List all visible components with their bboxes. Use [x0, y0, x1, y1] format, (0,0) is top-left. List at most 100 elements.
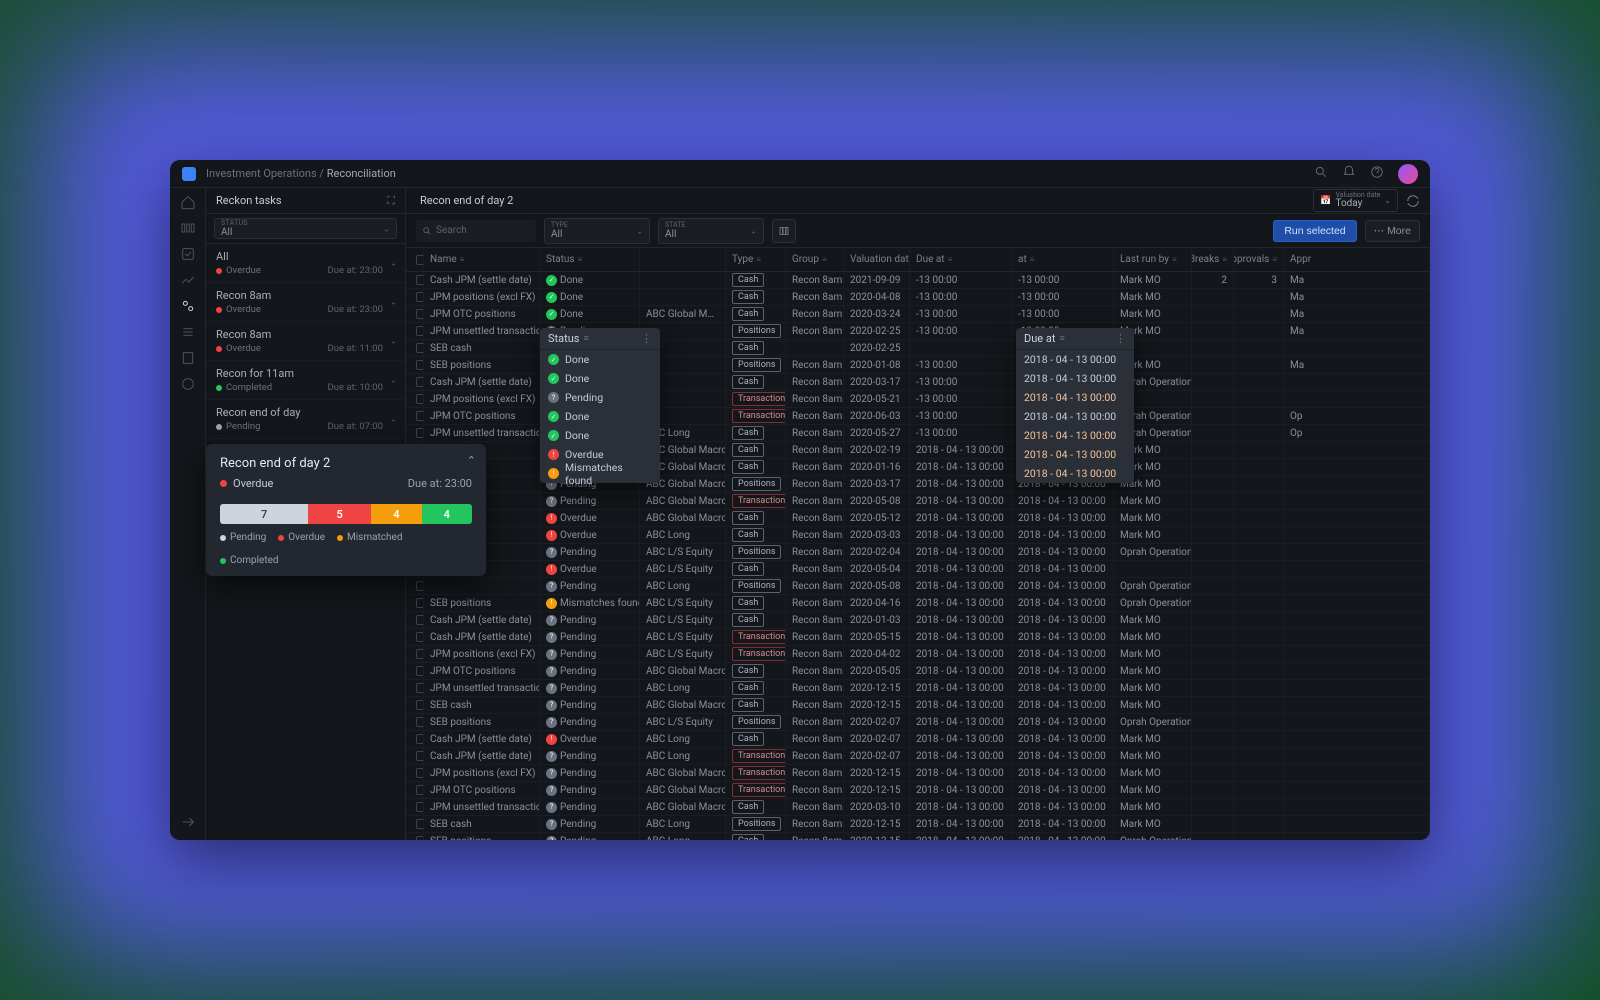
row-checkbox[interactable] [416, 343, 424, 353]
nav-home-icon[interactable] [180, 194, 196, 210]
run-selected-button[interactable]: Run selected [1273, 220, 1356, 242]
col-approvals[interactable]: Approvals≡ [1234, 248, 1284, 271]
status-option[interactable]: ✓Done [540, 426, 660, 445]
row-checkbox[interactable] [416, 275, 424, 285]
col-account[interactable] [640, 248, 726, 271]
table-row[interactable]: JPM unsettled transactions ? Pending ABC… [406, 799, 1430, 816]
row-checkbox[interactable] [416, 309, 424, 319]
table-row[interactable]: SEB cash ? Pending ABC Global Macro Cash… [406, 697, 1430, 714]
table-row[interactable]: ? Pending ABC Long Positions Recon 8am 2… [406, 578, 1430, 595]
columns-icon[interactable] [772, 219, 796, 243]
row-checkbox[interactable] [416, 819, 424, 829]
sidebar-status-filter[interactable]: STATUS All ⌄ [214, 218, 397, 239]
status-option[interactable]: !Mismatches found [540, 464, 660, 483]
col-group[interactable]: Group≡ [786, 248, 844, 271]
row-checkbox[interactable] [416, 411, 424, 421]
col-valuation-date[interactable]: Valuation date≡ [844, 248, 910, 271]
table-row[interactable]: JPM positions (excl FX) ✓ Done Cash Reco… [406, 289, 1430, 306]
table-row[interactable]: SEB positions ? Pending ABC Long Cash Re… [406, 833, 1430, 840]
row-checkbox[interactable] [416, 802, 424, 812]
table-row[interactable]: (excl FX) ! Overdue ABC Long Cash Recon … [406, 527, 1430, 544]
status-option[interactable]: ✓Done [540, 407, 660, 426]
row-checkbox[interactable] [416, 428, 424, 438]
nav-analytics-icon[interactable] [180, 272, 196, 288]
due-option[interactable]: 2018 - 04 - 13 00:00 [1016, 445, 1134, 464]
due-option[interactable]: 2018 - 04 - 13 00:00 [1016, 426, 1134, 445]
row-checkbox[interactable] [416, 666, 424, 676]
col-name[interactable]: Name≡ [424, 248, 540, 271]
row-checkbox[interactable] [416, 394, 424, 404]
bell-icon[interactable] [1342, 165, 1356, 182]
nav-check-icon[interactable] [180, 246, 196, 262]
row-checkbox[interactable] [416, 360, 424, 370]
nav-list-icon[interactable] [180, 324, 196, 340]
row-checkbox[interactable] [416, 717, 424, 727]
help-icon[interactable] [1370, 165, 1384, 182]
avatar[interactable] [1398, 164, 1418, 184]
expand-icon[interactable]: ⛶ [387, 194, 395, 208]
table-row[interactable]: Cash JPM (settle date) ? Pending ABC Lon… [406, 748, 1430, 765]
type-filter[interactable]: TYPE All ⌄ [544, 218, 650, 244]
table-row[interactable]: SEB positions ! Mismatches found ABC L/S… [406, 595, 1430, 612]
table-row[interactable]: e date) ? Pending ABC Global Macro Trans… [406, 493, 1430, 510]
table-row[interactable]: SEB cash ? Pending ABC Long Positions Re… [406, 816, 1430, 833]
row-checkbox[interactable] [416, 377, 424, 387]
checkbox-all[interactable] [416, 255, 424, 265]
row-checkbox[interactable] [416, 700, 424, 710]
breadcrumb-root[interactable]: Investment Operations [206, 167, 317, 180]
app-logo[interactable] [182, 167, 196, 181]
status-option[interactable]: ✓Done [540, 350, 660, 369]
sidebar-item[interactable]: Recon for 11am Completed Due at: 10:00 ⌄ [206, 361, 405, 400]
row-checkbox[interactable] [416, 785, 424, 795]
row-checkbox[interactable] [416, 649, 424, 659]
row-checkbox[interactable] [416, 683, 424, 693]
nav-globe-icon[interactable] [180, 376, 196, 392]
chevron-up-icon[interactable]: ⌃ [467, 454, 476, 467]
table-row[interactable]: transactions ! Overdue ABC L/S Equity Ca… [406, 561, 1430, 578]
row-checkbox[interactable] [416, 768, 424, 778]
table-row[interactable]: JPM OTC positions ? Pending ABC Global M… [406, 663, 1430, 680]
table-row[interactable]: SEB positions ? Pending ABC L/S Equity P… [406, 714, 1430, 731]
sidebar-item[interactable]: Recon 8am Overdue Due at: 11:00 ⌄ [206, 322, 405, 361]
table-row[interactable]: JPM OTC positions ✓ Done ABC Global M… C… [406, 306, 1430, 323]
table-row[interactable]: ? Pending ABC L/S Equity Positions Recon… [406, 544, 1430, 561]
row-checkbox[interactable] [416, 734, 424, 744]
row-checkbox[interactable] [416, 598, 424, 608]
status-option[interactable]: ✓Done [540, 369, 660, 388]
nav-settings-icon[interactable] [180, 298, 196, 314]
col-at[interactable]: at≡ [1012, 248, 1114, 271]
table-row[interactable]: JPM positions (excl FX) ? Pending ABC L/… [406, 646, 1430, 663]
col-type[interactable]: Type≡ [726, 248, 786, 271]
nav-columns-icon[interactable] [180, 220, 196, 236]
status-option[interactable]: ?Pending [540, 388, 660, 407]
state-filter[interactable]: STATE All ⌄ [658, 218, 764, 244]
table-row[interactable]: Cash JPM (settle date) ! Overdue ABC Lon… [406, 731, 1430, 748]
more-button[interactable]: ⋯ More [1365, 220, 1420, 242]
sidebar-item[interactable]: All Overdue Due at: 23:00 ⌄ [206, 244, 405, 283]
col-breaks[interactable]: Breaks≡ [1192, 248, 1234, 271]
sort-icon[interactable]: ≡ [583, 333, 588, 344]
sidebar-item[interactable]: Recon 8am Overdue Due at: 23:00 ⌄ [206, 283, 405, 322]
active-tab[interactable]: Recon end of day 2 [416, 194, 517, 207]
valuation-date-picker[interactable]: 📅 Valuation date Today ⌄ [1313, 189, 1398, 212]
menu-icon[interactable]: ⋮ [1115, 332, 1126, 345]
table-row[interactable]: JPM unsettled transactions ? Pending ABC… [406, 680, 1430, 697]
row-checkbox[interactable] [416, 292, 424, 302]
menu-icon[interactable]: ⋮ [641, 332, 652, 345]
due-option[interactable]: 2018 - 04 - 13 00:00 [1016, 350, 1134, 369]
table-row[interactable]: Cash JPM (settle date) ✓ Done Cash Recon… [406, 272, 1430, 289]
col-status[interactable]: Status≡ [540, 248, 640, 271]
refresh-icon[interactable] [1406, 194, 1420, 208]
table-row[interactable]: JPM OTC positions ? Pending ABC Global M… [406, 782, 1430, 799]
col-due-at[interactable]: Due at≡ [910, 248, 1012, 271]
table-row[interactable]: Cash JPM (settle date) ? Pending ABC L/S… [406, 612, 1430, 629]
due-option[interactable]: 2018 - 04 - 13 00:00 [1016, 369, 1134, 388]
due-option[interactable]: 2018 - 04 - 13 00:00 [1016, 407, 1134, 426]
col-last-run-by[interactable]: Last run by≡ [1114, 248, 1192, 271]
col-appr-overflow[interactable]: Appr [1284, 248, 1430, 271]
search-icon[interactable] [1314, 165, 1328, 182]
row-checkbox[interactable] [416, 326, 424, 336]
due-option[interactable]: 2018 - 04 - 13 00:00 [1016, 388, 1134, 407]
sort-icon[interactable]: ≡ [1059, 333, 1064, 344]
row-checkbox[interactable] [416, 615, 424, 625]
